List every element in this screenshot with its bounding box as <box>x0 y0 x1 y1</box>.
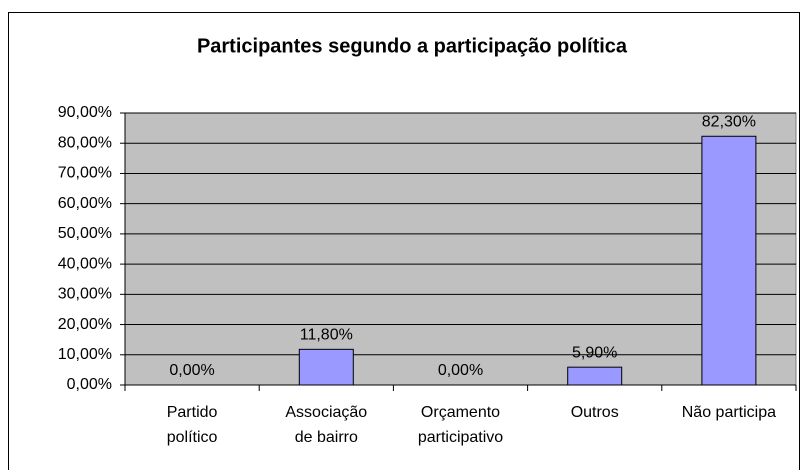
y-tick-label: 20,00% <box>58 316 112 333</box>
y-tick-label: 80,00% <box>58 134 112 151</box>
x-tick-label: político <box>167 429 218 446</box>
data-label: 82,30% <box>702 113 756 130</box>
y-tick-label: 60,00% <box>58 195 112 212</box>
data-label: 11,80% <box>300 327 353 344</box>
y-tick-label: 40,00% <box>58 255 112 272</box>
x-tick-label: Associação <box>285 404 367 421</box>
data-label: 0,00% <box>438 362 483 379</box>
bar <box>298 348 354 386</box>
bar <box>701 135 757 386</box>
y-tick-label: 30,00% <box>58 286 112 303</box>
x-tick-label: participativo <box>418 429 503 446</box>
y-tick-label: 10,00% <box>58 346 112 363</box>
x-tick-label: Partido <box>167 404 218 421</box>
x-tick-label: Não participa <box>682 404 776 421</box>
y-tick-label: 70,00% <box>58 165 112 182</box>
data-label: 5,90% <box>572 344 617 361</box>
chart-title: Participantes segundo a participação pol… <box>197 35 628 57</box>
x-tick-label: Orçamento <box>421 404 500 421</box>
data-label: 0,00% <box>169 362 214 379</box>
x-tick-label: de bairro <box>295 429 358 446</box>
y-tick-label: 90,00% <box>58 104 112 121</box>
x-tick-label: Outros <box>571 404 619 421</box>
bar <box>567 366 623 386</box>
y-tick-label: 0,00% <box>67 376 112 393</box>
plot-area <box>124 112 797 386</box>
y-tick-label: 50,00% <box>58 225 112 242</box>
